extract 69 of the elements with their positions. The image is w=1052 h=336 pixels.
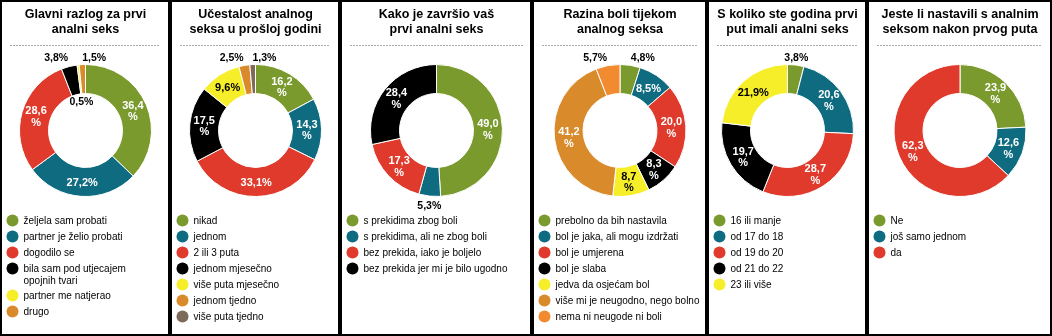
legend-label: bol je umjerena	[555, 247, 625, 258]
data-label: 8,7 %	[621, 169, 637, 193]
legend-label: 16 ili manje	[730, 215, 782, 226]
data-label: 1,5%	[82, 50, 107, 63]
legend-label: nema ni neugode ni boli	[555, 311, 662, 322]
data-label: 49,0 %	[477, 117, 499, 141]
data-label: 0,5%	[69, 94, 94, 107]
text: Glavni razlog za prvi analni seks	[24, 6, 147, 36]
data-label: 8,5%	[635, 81, 662, 94]
data-label: 28,7 %	[804, 162, 827, 186]
legend-label: jednom	[192, 231, 227, 242]
data-label: 8,3 %	[646, 157, 662, 181]
legend-label: nikad	[193, 215, 218, 226]
legend-label: jednom mjesečno	[192, 263, 273, 274]
legend-label: željela sam probati	[23, 215, 107, 226]
data-label: 17,3 %	[388, 154, 410, 178]
data-label: 12,6 %	[997, 136, 1020, 160]
data-label: 1,3%	[252, 50, 278, 63]
legend-label: više mi je neugodno, nego bolno	[555, 295, 700, 306]
legend-label: više puta mjesečno	[193, 279, 280, 290]
legend-label: jedva da osjećam bol	[554, 279, 650, 290]
chart-title: Jeste li nastavili s analnim seksom nakon prvog puta	[881, 6, 1039, 36]
data-label: 27,2%	[66, 175, 99, 188]
legend-label: 23 ili više	[730, 279, 773, 290]
data-label: 3,8%	[784, 50, 809, 63]
legend-label: dogodilo se	[23, 247, 76, 258]
chart-title: Kako je završio vaš prvi analni seks	[378, 6, 495, 36]
legend-label: od 17 do 18	[730, 231, 784, 242]
legend-label: Ne	[890, 215, 904, 226]
data-label: 28,6 %	[25, 104, 47, 128]
text: Učestalost analnog seksa u prošloj godini	[189, 6, 322, 36]
data-label: 33,1%	[240, 175, 272, 188]
data-label: 3,8%	[44, 50, 69, 63]
legend-label: od 19 do 20	[730, 247, 784, 258]
data-label: 17,5 %	[193, 113, 215, 138]
legend-label: partner je želio probati	[23, 231, 123, 242]
legend-label: s prekidima, ali ne zbog boli	[363, 231, 487, 242]
data-label: 14,3 %	[296, 117, 318, 142]
chart-title: S koliko ste godina prvi put imali analni seks	[717, 6, 858, 36]
data-label: 36,4 %	[122, 98, 145, 122]
legend-label: više puta tjedno	[193, 311, 264, 322]
legend-label: 2 ili 3 puta	[193, 247, 240, 258]
data-label: 21,9%	[737, 86, 770, 99]
data-label: 20,0 %	[660, 115, 683, 139]
legend-label: partner me natjerao	[23, 290, 112, 301]
data-label: 16,2 %	[271, 74, 293, 99]
data-label: 41,2 %	[558, 125, 580, 149]
legend-label: bez prekida, iako je boljelo	[363, 247, 482, 258]
legend-label: od 21 do 22	[730, 263, 784, 274]
legend-label: da	[890, 247, 903, 258]
data-label: 9,6%	[215, 81, 241, 94]
legend-label: prebolno da bih nastavila	[555, 215, 668, 226]
data-label: 20,6 %	[818, 88, 840, 112]
data-label: 4,8%	[630, 50, 656, 63]
legend-label: s prekidima zbog boli	[363, 215, 458, 226]
data-label: 28,4 %	[385, 86, 409, 110]
data-label: 23,9 %	[984, 81, 1007, 105]
legend-label: drugo	[23, 306, 50, 317]
data-label: 5,7%	[583, 50, 608, 63]
data-label: 2,5%	[219, 50, 245, 63]
text: Razina boli tijekom analnog seksa	[563, 6, 677, 36]
legend-label: jednom tjedno	[192, 295, 257, 306]
data-label: 5,3%	[417, 198, 442, 211]
legend-label: bol je jaka, ali mogu izdržati	[555, 231, 679, 242]
legend-label: bol je slaba	[555, 263, 607, 274]
data-label: 62,3 %	[902, 139, 924, 163]
legend-label: bez prekida jer mi je bilo ugodno	[363, 263, 508, 274]
legend-label: još samo jednom	[889, 231, 967, 242]
data-label: 19,7 %	[732, 145, 754, 169]
